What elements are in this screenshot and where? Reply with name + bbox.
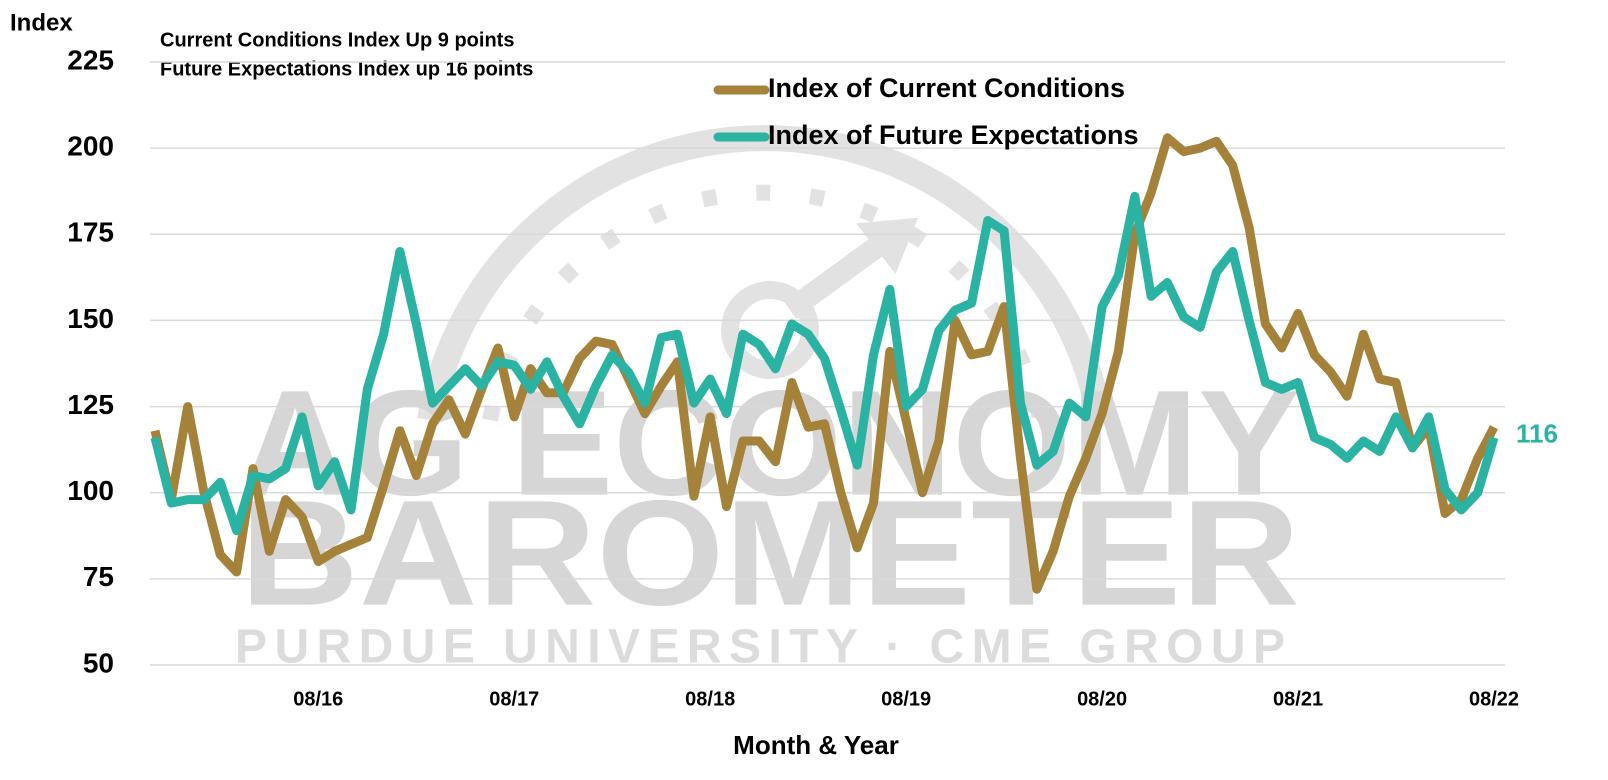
y-tick-label: 50 <box>83 647 114 678</box>
gauge-hub <box>721 281 819 379</box>
legend-label: Index of Future Expectations <box>768 120 1139 150</box>
series-line <box>150 133 1498 594</box>
legend-label: Index of Current Conditions <box>768 73 1125 103</box>
gauge-needle-head <box>856 217 919 274</box>
x-tick-label: 08/18 <box>685 688 735 710</box>
y-tick-label: 125 <box>67 389 114 420</box>
value-label: 116 <box>1516 418 1558 448</box>
watermark-text: AG ECONOMY <box>240 359 1300 527</box>
gauge-ticks <box>482 184 1048 422</box>
watermark-text: BAROMETER <box>240 469 1300 637</box>
x-tick-label: 08/21 <box>1273 688 1323 710</box>
annotation: Current Conditions Index Up 9 points <box>160 29 514 51</box>
series-line <box>150 191 1499 536</box>
x-tick-label: 08/22 <box>1469 688 1519 710</box>
y-axis-label: Index <box>10 9 73 36</box>
y-tick-label: 200 <box>67 131 114 162</box>
x-tick-label: 08/16 <box>293 688 343 710</box>
annotation: Future Expectations Index up 16 points <box>160 58 533 80</box>
y-tick-label: 100 <box>67 475 114 506</box>
x-tick-label: 08/19 <box>881 688 931 710</box>
x-axis-label: Month & Year <box>733 730 899 760</box>
y-tick-label: 150 <box>67 303 114 334</box>
y-tick-label: 75 <box>83 561 114 592</box>
y-tick-label: 225 <box>67 44 114 75</box>
y-tick-label: 175 <box>67 217 114 248</box>
x-tick-label: 08/17 <box>489 688 539 710</box>
x-tick-label: 08/20 <box>1077 688 1127 710</box>
